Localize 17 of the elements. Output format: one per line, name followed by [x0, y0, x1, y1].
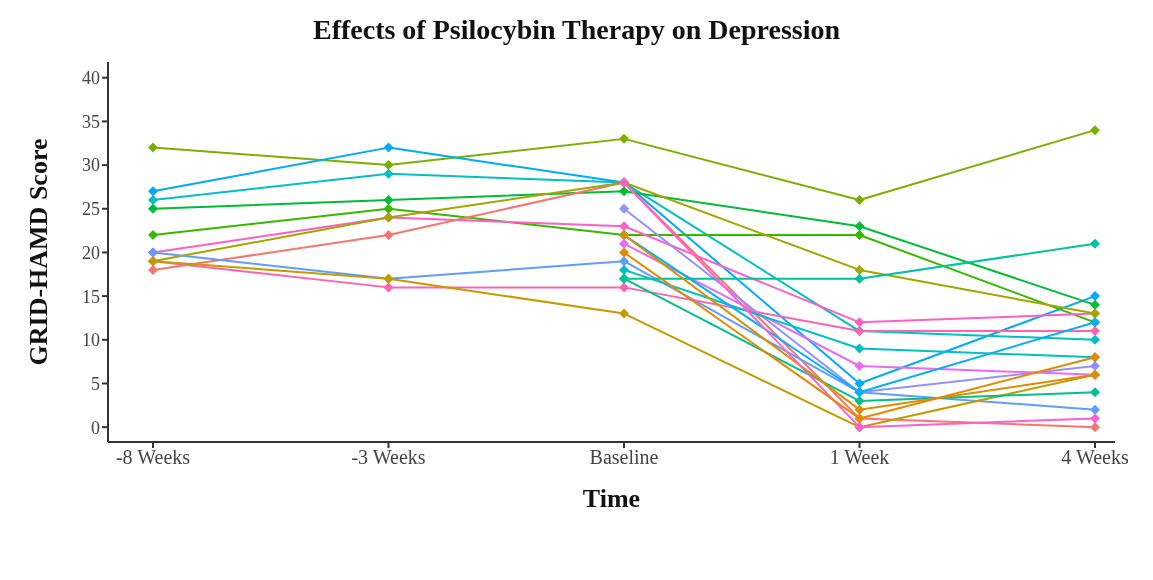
y-tick-label: 10 [82, 330, 100, 351]
x-tick-label: -8 Weeks [115, 446, 191, 469]
y-tick-label: 15 [82, 286, 100, 307]
y-tick-label: 35 [82, 111, 100, 132]
x-tick-label: Baseline [589, 446, 659, 469]
y-tick-label: 40 [82, 68, 100, 89]
y-tick-label: 5 [91, 373, 100, 394]
y-tick-label: 25 [82, 199, 100, 220]
y-tick-label: 0 [91, 417, 100, 438]
chart-title: Effects of Psilocybin Therapy on Depression [311, 13, 842, 47]
x-tick-label: -3 Weeks [351, 446, 426, 469]
y-tick-label: 30 [82, 155, 100, 176]
x-tick-label: 4 Weeks [1061, 446, 1129, 469]
y-tick-label: 20 [82, 242, 100, 263]
x-tick-label: 1 Week [829, 446, 890, 469]
y-axis-title: GRID-HAMD Score [24, 138, 54, 366]
x-axis-title: Time [582, 484, 641, 513]
